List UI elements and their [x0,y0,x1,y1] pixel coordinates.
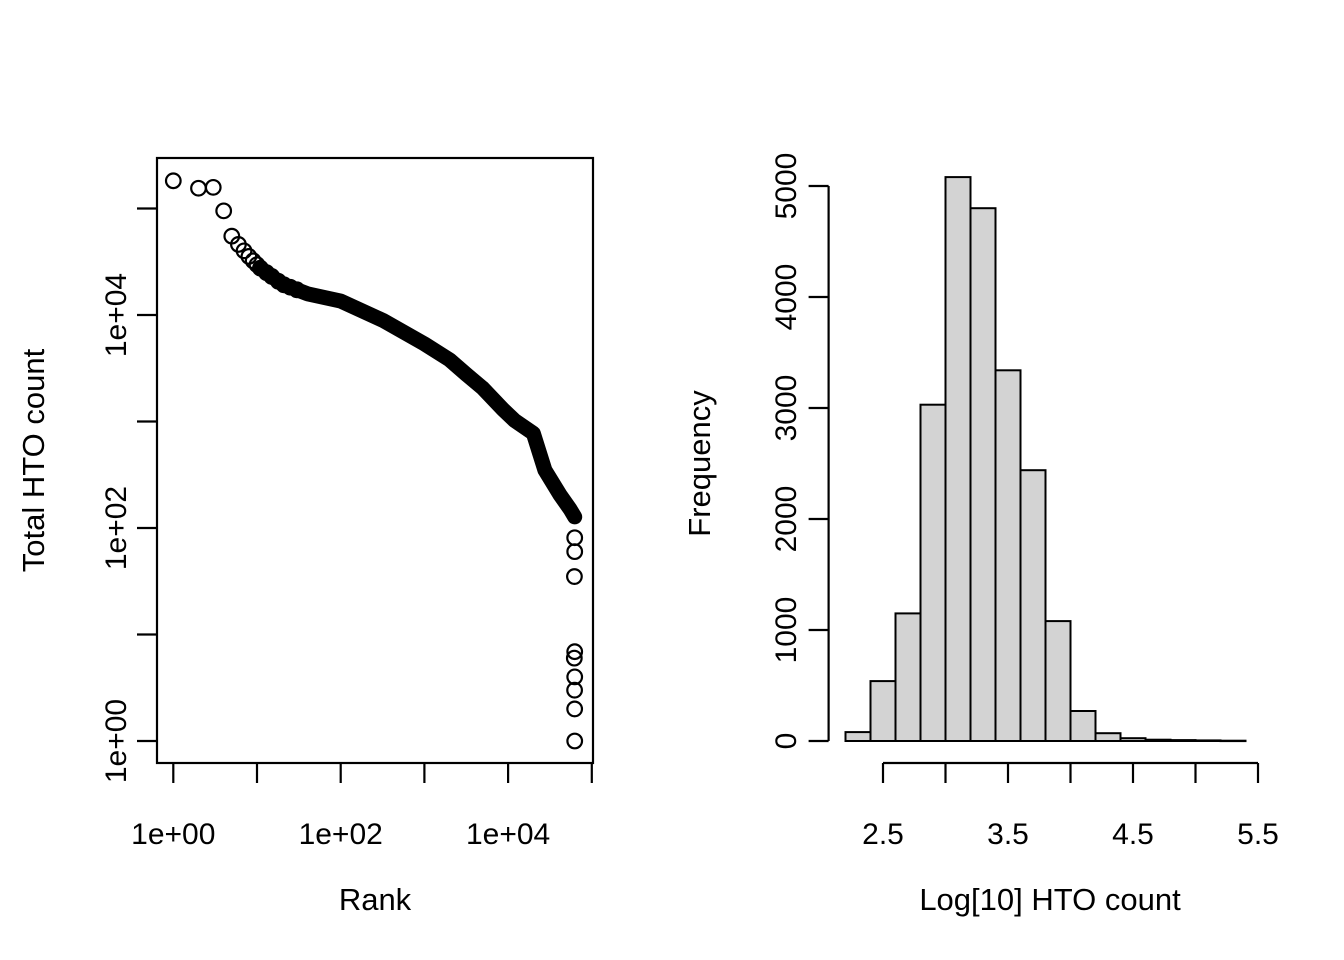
histogram-bar [894,612,922,743]
hist-x-tick-label: 4.5 [1112,818,1154,851]
hist-y-tick-label: 1000 [770,597,803,664]
scatter-point [204,178,222,196]
histogram-bar [944,176,972,743]
histogram-bar [1044,620,1072,742]
histogram-bar [994,369,1022,742]
hist-y-tick-label: 0 [770,733,803,750]
rank-y-tick-label: 1e+02 [100,486,133,570]
scatter-outlier-point [566,643,584,661]
hist-x-tick-label: 3.5 [987,818,1029,851]
scatter-outlier-point [566,568,583,585]
hist-yaxis-title: Frequency [682,390,717,537]
rank-x-tick-label: 1e+04 [466,818,550,851]
rank-plot [137,156,595,783]
histogram-bar [844,731,872,742]
scatter-outlier-point [565,649,583,667]
scatter-point [288,281,306,299]
hist-y-tick-label: 3000 [770,375,803,442]
hist-y-tick-label: 4000 [770,264,803,331]
histogram-bar [869,680,897,742]
histogram-bar [1119,737,1147,743]
histogram-bar [1194,739,1222,743]
scatter-point [215,202,233,220]
hist-x-tick-label: 2.5 [862,818,904,851]
hist-x-tick-label: 5.5 [1237,818,1279,851]
rank-plot-box [155,156,595,765]
hist-xaxis-title: Log[10] HTO count [919,882,1181,917]
scatter-outlier-point [566,700,584,718]
scatter-point [235,242,253,260]
histogram-bar [1169,739,1197,742]
histogram-plot [808,176,1260,783]
scatter-point [164,172,182,190]
histogram-bar [919,403,947,742]
histogram-bar [1069,710,1097,742]
histogram-bar [1019,469,1047,742]
rank-x-tick-label: 1e+02 [299,818,383,851]
rank-yaxis-title: Total HTO count [16,348,51,572]
histogram-bar [1144,738,1172,743]
scatter-outlier-point [566,681,583,699]
histogram-bar [1094,732,1122,743]
histogram-bar [969,207,997,742]
rank-curve-band [253,260,583,525]
hist-y-tick-label: 5000 [770,153,803,220]
hist-y-tick-label: 2000 [770,486,803,553]
rank-y-tick-label: 1e+04 [100,273,133,357]
scatter-outlier-point [566,668,584,686]
rank-xaxis-title: Rank [339,882,412,917]
scatter-outlier-point [566,543,584,561]
rank-x-tick-label: 1e+00 [131,818,215,851]
rank-y-tick-label: 1e+00 [100,699,133,783]
scatter-outlier-point [566,732,584,750]
